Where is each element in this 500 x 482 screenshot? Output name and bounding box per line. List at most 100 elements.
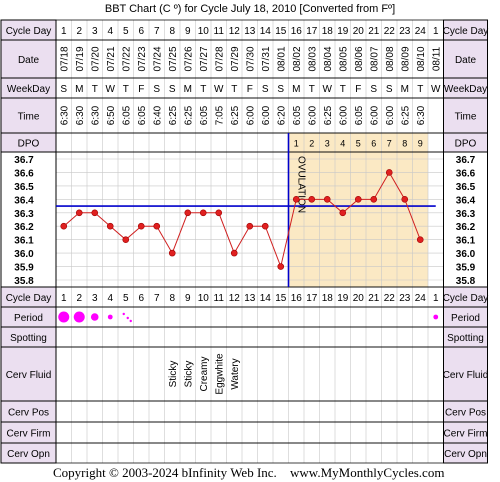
weekday-cell: W [106, 84, 116, 95]
time-cell: 6:05 [137, 105, 148, 125]
dpo-cell: 1 [294, 139, 299, 149]
date-cell: 08/04 [323, 46, 334, 71]
left-label-time [0, 97, 57, 134]
time-cell: 6:05 [199, 105, 210, 125]
cycle-day-cell: 1 [433, 26, 439, 37]
weekday-cell: S [277, 84, 284, 95]
time-cell: 6:00 [245, 105, 256, 125]
luteal-shading [288, 133, 428, 287]
cycle-day-cell: 4 [107, 26, 113, 37]
weekday-cell: T [231, 84, 237, 95]
y-tick-right: 35.9 [456, 263, 476, 274]
temperature-point [261, 222, 269, 230]
date-cell: 08/06 [354, 46, 365, 71]
temperature-point [122, 236, 130, 243]
weekday-cell: T [340, 84, 346, 95]
right-label-time [443, 97, 488, 134]
temperature-point [199, 209, 207, 217]
date-cell: 07/30 [245, 46, 256, 71]
cycle-day-cell: 2 [76, 293, 82, 304]
dpo-cell: 3 [325, 139, 330, 149]
left-label-text-cd2: Cycle Day [6, 293, 52, 304]
cerv-fluid-cell: Sticky [168, 361, 179, 388]
temperature-point [60, 222, 68, 230]
weekday-cell: T [123, 84, 129, 95]
dpo-cell: 4 [340, 139, 345, 149]
weekday-cell: S [169, 84, 176, 95]
date-cell: 08/11 [431, 46, 442, 71]
time-cell: 6:00 [369, 105, 380, 125]
date-cell: 08/07 [369, 46, 380, 71]
cycle-day-cell: 18 [322, 293, 334, 304]
time-cell: 6:25 [168, 105, 179, 125]
right-label-text-date: Date [455, 55, 477, 66]
period-marker [58, 311, 70, 323]
cycle-day-cell: 6 [138, 293, 144, 304]
y-tick-left: 36.0 [14, 249, 34, 260]
cycle-day-cell: 20 [353, 26, 365, 37]
temperature-point [75, 209, 83, 217]
time-cell: 6:20 [276, 105, 287, 125]
cycle-day-cell: 6 [138, 26, 144, 37]
cerv-fluid-cell: Eggwhite [214, 353, 225, 395]
cycle-day-cell: 1 [61, 26, 67, 37]
time-cell: 6:25 [400, 105, 411, 125]
y-tick-left: 36.7 [14, 155, 34, 166]
temperature-point [292, 196, 300, 203]
y-tick-right: 36.7 [456, 155, 476, 166]
chart-title: BBT Chart (C º) for Cycle July 18, 2010 … [105, 3, 395, 15]
time-cell: 6:30 [416, 105, 427, 125]
time-cell: 6:00 [385, 105, 396, 125]
right-label-text-opn: Cerv Opn [444, 449, 487, 460]
left-label-fluid [0, 346, 57, 402]
date-cell: 08/10 [416, 46, 427, 71]
y-tick-left: 36.1 [14, 236, 34, 247]
cycle-day-cell: 24 [415, 293, 427, 304]
period-marker [107, 314, 113, 320]
cycle-day-cell: 16 [291, 26, 303, 37]
cycle-day-cell: 2 [76, 26, 82, 37]
cycle-day-cell: 5 [123, 26, 129, 37]
footer-copyright: Copyright © 2003-2024 bInfinity Web Inc. [53, 465, 277, 480]
right-label-text-wd: WeekDay [444, 84, 487, 95]
cycle-day-cell: 23 [399, 293, 411, 304]
weekday-cell: T [417, 84, 423, 95]
cycle-day-cell: 17 [306, 26, 318, 37]
cycle-day-cell: 17 [306, 293, 318, 304]
temperature-point [416, 236, 424, 243]
date-cell: 08/05 [338, 46, 349, 71]
date-cell: 07/18 [59, 46, 70, 71]
date-cell: 07/24 [152, 46, 163, 71]
date-cell: 07/28 [214, 46, 225, 71]
cycle-day-cell: 11 [214, 26, 225, 37]
cycle-day-cell: 8 [169, 293, 175, 304]
time-cell: 7:05 [214, 105, 225, 125]
weekday-cell: T [309, 84, 315, 95]
temperature-point [168, 249, 176, 257]
cycle-day-cell: 8 [169, 26, 175, 37]
date-cell: 08/01 [276, 46, 287, 71]
date-cell: 07/19 [75, 46, 86, 71]
footer-site: www.MyMonthlyCycles.com [290, 465, 444, 480]
cerv-fluid-cell: Creamy [199, 356, 210, 391]
weekday-cell: W [214, 84, 224, 95]
cycle-day-cell: 13 [244, 26, 256, 37]
time-cell: 6:30 [59, 105, 70, 125]
temperature-point [323, 196, 331, 203]
y-tick-right: 36.4 [456, 195, 476, 206]
time-cell: 6:30 [75, 105, 86, 125]
cycle-day-cell: 9 [185, 293, 191, 304]
temperature-point [339, 209, 347, 217]
weekday-cell: F [138, 84, 144, 95]
weekday-cell: M [292, 84, 300, 95]
temperature-point [385, 169, 393, 176]
y-tick-left: 36.3 [14, 209, 34, 220]
weekday-cell: S [386, 84, 393, 95]
right-label-text-dpo: DPO [455, 139, 477, 150]
cycle-day-cell: 1 [433, 293, 439, 304]
y-tick-left: 36.5 [14, 182, 34, 193]
cycle-day-cell: 9 [185, 26, 191, 37]
y-tick-left: 36.4 [14, 195, 34, 206]
y-tick-right: 36.5 [456, 182, 476, 193]
